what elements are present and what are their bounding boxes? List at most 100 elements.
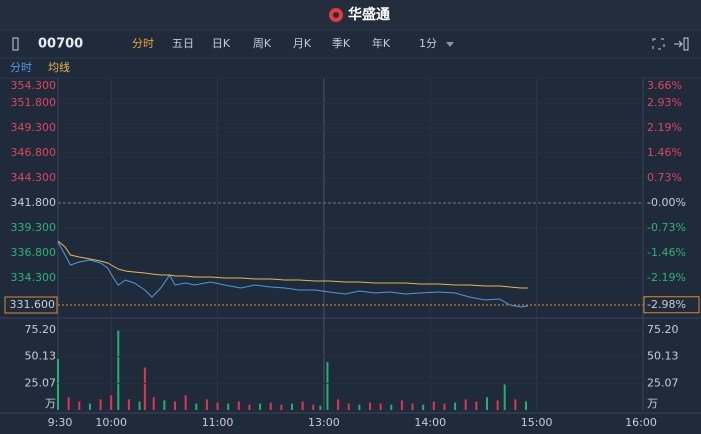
- unit-label: 万: [45, 397, 56, 410]
- y2-tick-label: 1.46%: [647, 146, 682, 159]
- volume-bar: [152, 397, 155, 410]
- volume-bar: [259, 403, 262, 410]
- legend-item: 分时: [10, 61, 32, 74]
- last-pct-label: -2.98%: [647, 298, 686, 311]
- y-tick-label: 75.20: [25, 323, 57, 336]
- volume-bar: [195, 403, 198, 410]
- volume-bar: [291, 403, 293, 410]
- x-tick-label: 13:00: [308, 416, 340, 429]
- tab[interactable]: 月K: [293, 37, 312, 50]
- volume-bar: [514, 399, 517, 410]
- volume-bar: [319, 405, 322, 410]
- y2-tick-label: -2.19%: [647, 271, 686, 284]
- volume-bar: [117, 330, 120, 410]
- unit-label: 万: [647, 397, 658, 410]
- volume-bar: [464, 399, 467, 410]
- volume-bar: [205, 399, 208, 410]
- y2-tick-label: -1.46%: [647, 246, 686, 259]
- sidebar-toggle[interactable]: [12, 37, 19, 51]
- volume-bar: [369, 402, 371, 410]
- volume-bar: [390, 404, 393, 410]
- volume-bar: [432, 401, 435, 410]
- volume-bar: [57, 358, 59, 410]
- x-tick-label: 10:00: [95, 416, 127, 429]
- y-tick-label: 351.800: [11, 96, 57, 109]
- volume-bar: [110, 395, 113, 410]
- last-pct-box: [643, 296, 700, 314]
- volume-bar: [67, 397, 70, 410]
- y-tick-label: 339.300: [11, 221, 57, 234]
- volume-bar: [163, 400, 166, 410]
- volume-bar: [525, 401, 527, 410]
- volume-bar: [301, 401, 304, 410]
- volume-bar: [174, 401, 176, 410]
- volume-bar: [496, 400, 499, 410]
- x-tick-label: 16:00: [625, 416, 657, 429]
- y2-tick-label: 50.13: [647, 350, 679, 363]
- volume-bar: [227, 403, 230, 410]
- logo-icon: [329, 8, 343, 22]
- tab[interactable]: 年K: [372, 36, 391, 50]
- volume-bar: [443, 403, 446, 410]
- y2-tick-label: -0.00%: [647, 196, 686, 209]
- x-tick-label: 15:00: [521, 416, 553, 429]
- y-tick-label: 25.07: [25, 376, 57, 389]
- tab[interactable]: 分时: [132, 37, 154, 50]
- y2-tick-label: -0.73%: [647, 221, 686, 234]
- tab[interactable]: 日K: [212, 37, 231, 50]
- top-bar: [0, 0, 701, 30]
- fullscreen-icon[interactable]: [652, 38, 665, 50]
- volume-bar: [280, 404, 283, 410]
- last-price-box: [4, 296, 58, 314]
- y-tick-label: 354.300: [11, 79, 57, 92]
- dropdown-arrow[interactable]: [446, 42, 454, 47]
- symbol: 00700: [38, 37, 83, 52]
- tab[interactable]: 周K: [253, 37, 272, 50]
- volume-bar: [358, 404, 361, 410]
- volume-bar: [411, 403, 414, 410]
- volume-bar: [143, 367, 146, 410]
- y-tick-label: 50.13: [25, 350, 57, 363]
- x-tick-label: 11:00: [202, 416, 234, 429]
- y-tick-label: 336.800: [11, 246, 57, 259]
- volume-bar: [347, 403, 350, 410]
- volume-bar: [127, 399, 130, 410]
- logo-text: 华盛通: [348, 6, 390, 23]
- price-line: [57, 240, 528, 289]
- tab[interactable]: 季K: [332, 37, 351, 50]
- volume-bar: [326, 362, 329, 410]
- y-tick-label: 341.800: [11, 196, 57, 209]
- volume-bar: [237, 401, 240, 410]
- tab[interactable]: 1分: [419, 37, 437, 50]
- volume-bar: [312, 404, 315, 410]
- volume-bar: [78, 401, 81, 410]
- volume-bar: [99, 399, 102, 410]
- y2-tick-label: 75.20: [647, 323, 679, 336]
- tab[interactable]: 五日: [172, 37, 194, 50]
- y2-tick-label: 3.66%: [647, 79, 682, 92]
- y2-tick-label: 25.07: [647, 376, 679, 389]
- legend-item: 均线: [48, 60, 70, 74]
- volume-bar: [475, 401, 478, 410]
- y2-tick-label: 0.73%: [647, 171, 682, 184]
- volume-bar: [337, 399, 340, 410]
- price-line: [57, 241, 528, 308]
- last-price-label: 331.600: [10, 298, 56, 311]
- volume-bar: [486, 397, 488, 410]
- y-tick-label: 334.300: [11, 271, 57, 284]
- x-tick-label: 14:00: [414, 416, 446, 429]
- y-tick-label: 349.300: [11, 121, 57, 134]
- exit-icon[interactable]: [674, 37, 689, 51]
- volume-bar: [216, 402, 219, 410]
- y2-tick-label: 2.19%: [647, 121, 682, 134]
- volume-bar: [138, 401, 141, 410]
- volume-bar: [88, 403, 91, 410]
- volume-bar: [454, 402, 457, 410]
- volume-bar: [422, 404, 425, 410]
- volume-bar: [269, 402, 272, 410]
- volume-bar: [248, 404, 251, 410]
- x-tick-label: 9:30: [48, 416, 73, 429]
